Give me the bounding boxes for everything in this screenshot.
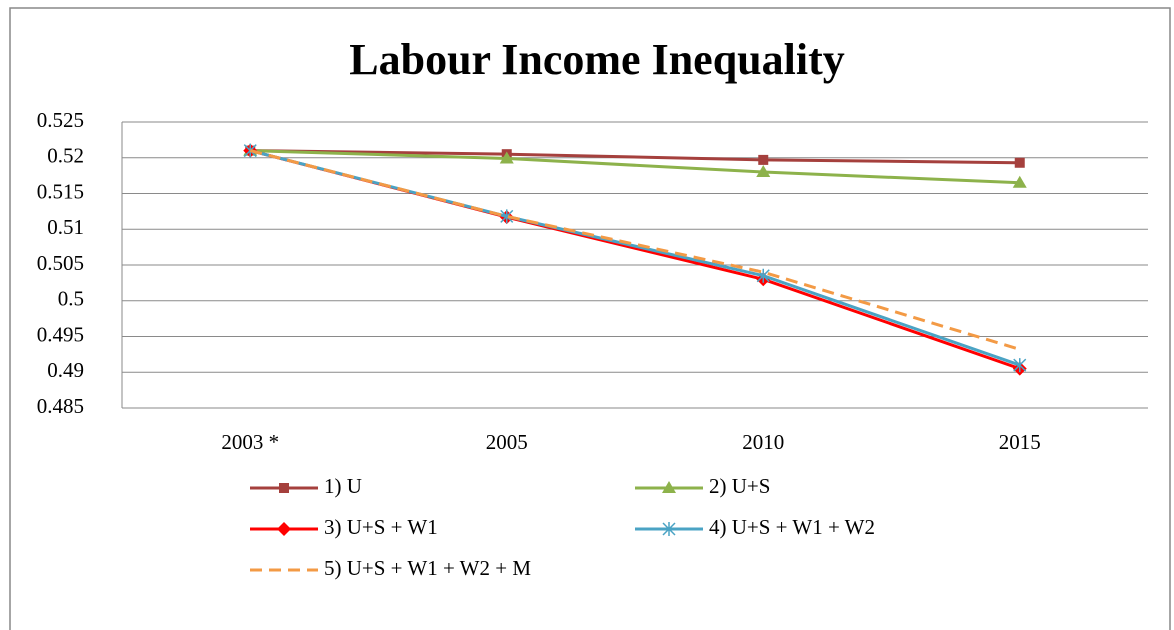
series-line (249, 149, 1021, 371)
legend-label: 2) U+S (709, 474, 770, 498)
x-tick-label: 2005 (486, 430, 528, 454)
series-line (250, 149, 1020, 165)
y-tick-label: 0.485 (37, 394, 84, 418)
series-line (249, 149, 1021, 367)
series-line (250, 149, 1020, 185)
point (279, 483, 289, 493)
chart-title: Labour Income Inequality (349, 35, 845, 84)
y-tick-label: 0.52 (47, 144, 84, 168)
point (662, 522, 676, 536)
x-tick-label: 2010 (742, 430, 784, 454)
x-tick-label: 2003 * (221, 430, 279, 454)
point (758, 154, 769, 165)
point (499, 151, 514, 164)
point (500, 209, 514, 224)
y-tick-label: 0.515 (37, 179, 84, 203)
legend-label: 3) U+S + W1 (324, 515, 438, 539)
y-tick-label: 0.505 (37, 251, 84, 275)
legend-label: 5) U+S + W1 + W2 + M (324, 556, 531, 580)
point (1014, 157, 1025, 168)
x-tick-label: 2015 (999, 430, 1041, 454)
series-line (249, 149, 1021, 351)
y-tick-label: 0.525 (37, 108, 84, 132)
y-tick-label: 0.495 (37, 322, 84, 346)
y-tick-label: 0.5 (58, 287, 84, 311)
point (756, 165, 771, 178)
point (277, 522, 291, 536)
point (1013, 358, 1027, 373)
point (1012, 175, 1027, 188)
y-tick-label: 0.51 (47, 215, 84, 239)
chart-frame (9, 7, 1171, 630)
legend-label: 4) U+S + W1 + W2 (709, 515, 875, 539)
point (662, 481, 676, 493)
legend-label: 1) U (324, 474, 362, 498)
y-tick-label: 0.49 (47, 358, 84, 382)
